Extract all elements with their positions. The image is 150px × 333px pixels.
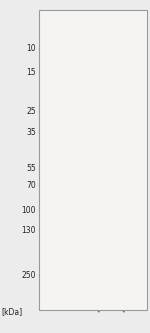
Text: 55: 55 [26,164,36,173]
Text: RT-4: RT-4 [94,296,113,315]
Text: 35: 35 [26,128,36,138]
Text: 100: 100 [21,206,36,215]
Text: 130: 130 [21,226,36,235]
Text: [kDa]: [kDa] [2,307,23,316]
Text: 70: 70 [26,181,36,190]
Text: 15: 15 [26,68,36,78]
Text: 250: 250 [21,271,36,280]
Text: 10: 10 [26,44,36,54]
Text: HeLa: HeLa [118,294,141,315]
Text: 25: 25 [26,107,36,117]
